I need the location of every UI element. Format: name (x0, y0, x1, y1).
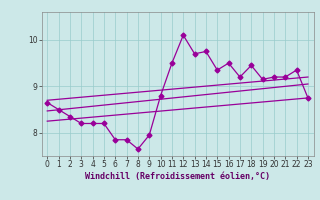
X-axis label: Windchill (Refroidissement éolien,°C): Windchill (Refroidissement éolien,°C) (85, 172, 270, 181)
